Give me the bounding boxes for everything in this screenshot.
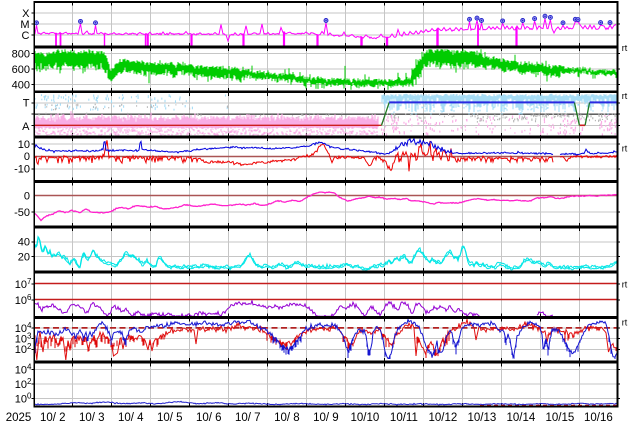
svg-text:800: 800 [12,48,30,60]
svg-text:0: 0 [24,151,30,163]
svg-text:10: 10 [18,139,30,151]
svg-text:rt: rt [622,279,628,289]
svg-text:-10: -10 [14,164,30,176]
svg-text:10/ 2: 10/ 2 [40,412,66,424]
svg-text:rt: rt [622,144,628,154]
svg-text:10/ 5: 10/ 5 [157,412,183,424]
svg-text:600: 600 [12,64,30,76]
svg-text:10/ 6: 10/ 6 [196,412,222,424]
svg-text:10/13: 10/13 [468,412,497,424]
svg-text:C: C [22,30,30,42]
svg-text:40: 40 [18,237,30,249]
svg-text:10/14: 10/14 [507,412,536,424]
svg-text:10/12: 10/12 [429,412,458,424]
svg-text:0: 0 [24,191,30,203]
svg-text:400: 400 [12,79,30,91]
svg-text:10/ 7: 10/ 7 [235,412,261,424]
svg-text:10/10: 10/10 [351,412,380,424]
svg-text:2025: 2025 [6,412,32,424]
svg-text:10/11: 10/11 [390,412,418,424]
svg-text:10/ 3: 10/ 3 [79,412,105,424]
svg-text:-50: -50 [14,207,30,219]
svg-text:20: 20 [18,251,30,263]
svg-text:10/ 8: 10/ 8 [274,412,300,424]
svg-text:rt: rt [622,91,628,101]
svg-text:T: T [23,98,30,110]
svg-text:M: M [20,19,29,31]
svg-text:10/16: 10/16 [584,412,613,424]
svg-text:10/ 4: 10/ 4 [118,412,144,424]
svg-text:rt: rt [622,318,628,328]
svg-text:A: A [22,121,30,133]
svg-text:X: X [22,8,30,20]
svg-text:10/ 9: 10/ 9 [313,412,339,424]
svg-text:rt: rt [622,43,628,53]
svg-text:10/15: 10/15 [546,412,575,424]
